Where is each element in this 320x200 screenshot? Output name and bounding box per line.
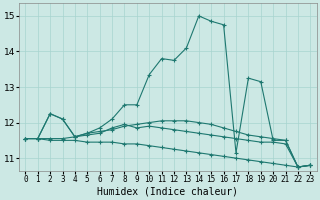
X-axis label: Humidex (Indice chaleur): Humidex (Indice chaleur) (97, 187, 238, 197)
